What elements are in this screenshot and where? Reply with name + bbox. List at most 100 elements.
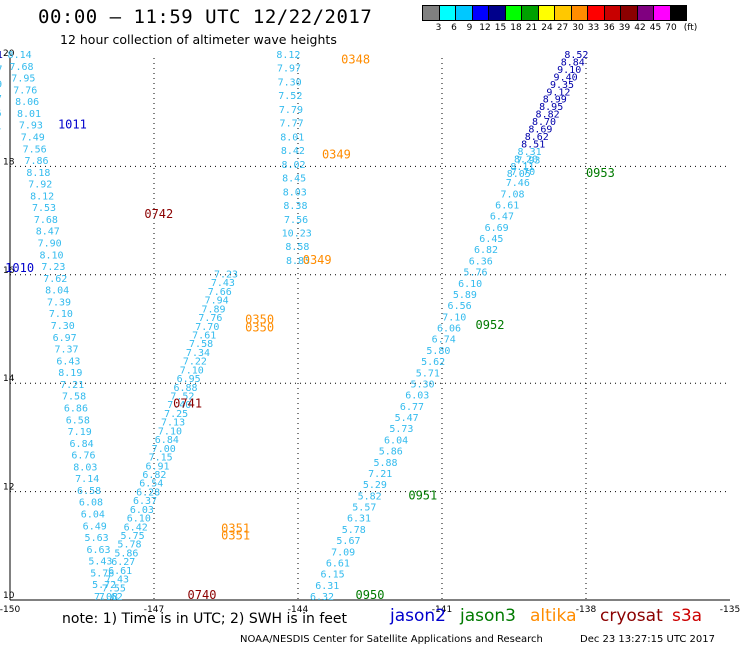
wave-height-value: 8.58	[285, 242, 309, 253]
color-scale-label: 45	[649, 23, 662, 33]
lat-tick-label: 14	[3, 374, 15, 384]
color-scale-label: 24	[541, 23, 553, 33]
color-scale-swatch	[669, 5, 687, 21]
lon-tick-label: -135	[720, 605, 740, 615]
wave-height-value: 7.70	[511, 167, 535, 178]
wave-height-value: 7.14	[75, 474, 99, 485]
wave-height-value: 6.10	[458, 279, 482, 290]
wave-height-value: 6.33	[0, 152, 1, 163]
wave-height-value: 5.63	[85, 533, 109, 544]
wave-height-value: 6.49	[83, 521, 107, 532]
wave-height-value: 7.76	[13, 85, 37, 96]
wave-height-value: 7.52	[278, 91, 302, 102]
wave-height-value: 10.23	[282, 228, 312, 239]
wave-height-value: 7.76	[198, 313, 222, 324]
pass-id-label: 1010	[5, 261, 34, 275]
wave-height-value: 7.08	[94, 592, 118, 603]
wave-height-value: 7.10	[49, 309, 73, 320]
wave-height-value: 8.12	[276, 50, 300, 61]
wave-height-value: 5.88	[373, 458, 397, 469]
pass-id-label: 0349	[322, 147, 351, 161]
wave-height-value: 6.86	[64, 403, 88, 414]
legend-item-cryosat: cryosat	[600, 606, 663, 626]
wave-height-value: 8.12	[30, 191, 54, 202]
wave-height-value: 7.94	[205, 296, 229, 307]
wave-height-value: 8.01	[17, 109, 41, 120]
wave-height-value: 5.78	[117, 540, 141, 551]
color-scale-label: 3	[435, 23, 442, 33]
wave-height-value: 6.58	[77, 486, 101, 497]
color-scale-label: (ft)	[683, 23, 698, 33]
lat-tick-label: 20	[3, 49, 15, 59]
pass-id-label: 0740	[188, 588, 217, 602]
wave-height-value: 7.86	[24, 156, 48, 167]
wave-height-value: 8.70	[532, 117, 556, 128]
color-scale-label: 15	[494, 23, 507, 33]
wave-height-value: 7.90	[38, 239, 62, 250]
wave-height-value: 6.10	[127, 514, 151, 525]
wave-height-value: 7.79	[279, 105, 303, 116]
wave-height-value: 7.58	[189, 339, 213, 350]
pass-id-label: 0950	[356, 588, 385, 602]
pass-id-label: 0742	[144, 207, 173, 221]
lon-tick-label: -144	[288, 605, 309, 615]
wave-height-value: 5.86	[114, 548, 138, 559]
lon-tick-label: -141	[432, 605, 452, 615]
wave-height-value: 8.31	[518, 147, 542, 158]
wave-height-value: 7.68	[9, 62, 33, 73]
wave-height-value: 7.56	[23, 144, 47, 155]
wave-height-value: 6.54	[139, 479, 163, 490]
pass-id-label: 0351	[221, 521, 250, 535]
wave-height-value: 5.67	[336, 536, 360, 547]
wave-height-value: 7.93	[19, 121, 43, 132]
wave-height-value: 6.42	[0, 138, 1, 149]
color-scale-label: 9	[466, 23, 473, 33]
wave-height-value: 6.61	[108, 566, 132, 577]
wave-height-value: 6.04	[81, 510, 105, 521]
wave-height-value: 5.71	[416, 368, 440, 379]
wave-height-value: 8.42	[281, 146, 305, 157]
wave-height-value: 7.61	[192, 331, 216, 342]
wave-height-value: 9.31	[0, 50, 3, 61]
wave-height-value: 7.37	[55, 345, 79, 356]
wave-height-value: 8.04	[45, 286, 69, 297]
wave-height-value: 7.56	[284, 215, 308, 226]
legend-item-jason3: jason3	[460, 606, 516, 626]
wave-height-value: 6.27	[111, 557, 135, 568]
wave-height-value: 6.82	[474, 245, 498, 256]
wave-height-value: 6.15	[321, 570, 345, 581]
wave-height-value: 7.68	[34, 215, 58, 226]
wave-height-value: 7.49	[21, 132, 45, 143]
color-scale-label: 27	[556, 23, 569, 33]
wave-height-value: 7.09	[331, 547, 355, 558]
wave-height-value: 6.74	[432, 335, 456, 346]
color-scale-label: 12	[479, 23, 491, 33]
wave-height-value: 7.95	[11, 74, 35, 85]
wave-height-value: 5.57	[352, 503, 376, 514]
wave-height-value: 6.31	[347, 514, 371, 525]
wave-height-value: 6.88	[173, 383, 197, 394]
wave-height-value: 5.30	[411, 379, 435, 390]
wave-height-value: 7.43	[105, 575, 129, 586]
pass-id-label: 0951	[408, 489, 437, 503]
wave-height-value: 8.03	[283, 187, 307, 198]
wave-height-value: 7.08	[500, 189, 524, 200]
pass-id-label: 0953	[586, 166, 615, 180]
wave-height-value: 5.43	[88, 557, 112, 568]
color-scale-label: 39	[618, 23, 631, 33]
wave-height-value: 5.75	[121, 531, 145, 542]
wave-height-value: 7.19	[68, 427, 92, 438]
wave-height-value: 7.43	[211, 278, 235, 289]
wave-height-value: 9.12	[546, 87, 570, 98]
wave-height-value: 6.95	[177, 374, 201, 385]
wave-height-value: 5.73	[389, 424, 413, 435]
wave-height-value: 6.45	[479, 234, 503, 245]
wave-height-value: 8.10	[39, 250, 63, 261]
color-scale-label: 30	[572, 23, 584, 33]
wave-height-value: 8.03	[73, 462, 97, 473]
wave-height-value: 9.10	[557, 65, 581, 76]
wave-height-value: 7.10	[442, 312, 466, 323]
wave-height-value: 8.11	[510, 162, 534, 173]
wave-height-value: 5.72	[92, 580, 116, 591]
